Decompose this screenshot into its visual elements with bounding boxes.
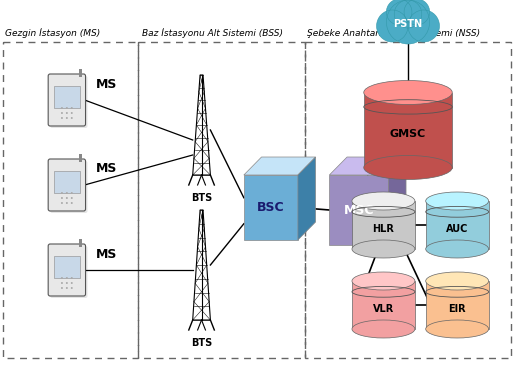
Bar bbox=[79, 239, 82, 247]
Bar bbox=[54, 256, 80, 277]
Polygon shape bbox=[425, 281, 488, 329]
Ellipse shape bbox=[425, 240, 488, 258]
Text: EIR: EIR bbox=[449, 304, 466, 314]
Circle shape bbox=[71, 197, 73, 199]
Polygon shape bbox=[364, 92, 452, 167]
Circle shape bbox=[386, 0, 430, 44]
FancyBboxPatch shape bbox=[48, 159, 85, 211]
Polygon shape bbox=[352, 201, 415, 249]
Polygon shape bbox=[298, 157, 315, 240]
Circle shape bbox=[66, 202, 68, 204]
Text: HLR: HLR bbox=[373, 224, 395, 234]
Circle shape bbox=[61, 282, 63, 284]
Circle shape bbox=[66, 287, 68, 289]
Bar bbox=[54, 171, 80, 193]
Circle shape bbox=[61, 107, 63, 109]
Text: MS: MS bbox=[96, 163, 118, 175]
Circle shape bbox=[71, 282, 73, 284]
FancyBboxPatch shape bbox=[50, 76, 88, 128]
Polygon shape bbox=[244, 175, 298, 240]
Bar bbox=[79, 69, 82, 77]
Text: MS: MS bbox=[96, 77, 118, 91]
Circle shape bbox=[71, 107, 73, 109]
Circle shape bbox=[394, 0, 422, 28]
Text: PSTN: PSTN bbox=[394, 19, 422, 29]
Circle shape bbox=[66, 117, 68, 119]
Polygon shape bbox=[330, 175, 388, 245]
Text: Gezgin İstasyon (MS): Gezgin İstasyon (MS) bbox=[5, 28, 100, 38]
Circle shape bbox=[71, 192, 73, 194]
Circle shape bbox=[66, 197, 68, 199]
Text: BSC: BSC bbox=[257, 201, 285, 214]
Circle shape bbox=[61, 277, 63, 279]
Ellipse shape bbox=[364, 80, 452, 105]
Ellipse shape bbox=[425, 192, 488, 210]
Ellipse shape bbox=[425, 272, 488, 290]
Circle shape bbox=[66, 282, 68, 284]
Circle shape bbox=[61, 112, 63, 114]
Circle shape bbox=[66, 192, 68, 194]
Ellipse shape bbox=[425, 320, 488, 338]
FancyBboxPatch shape bbox=[50, 161, 88, 213]
Text: MSC: MSC bbox=[344, 203, 374, 217]
Polygon shape bbox=[425, 201, 488, 249]
Circle shape bbox=[66, 277, 68, 279]
Text: BTS: BTS bbox=[191, 193, 212, 203]
Circle shape bbox=[71, 202, 73, 204]
Text: AUC: AUC bbox=[446, 224, 468, 234]
Ellipse shape bbox=[352, 192, 415, 210]
Circle shape bbox=[71, 117, 73, 119]
Circle shape bbox=[377, 10, 408, 42]
Ellipse shape bbox=[352, 272, 415, 290]
Polygon shape bbox=[352, 281, 415, 329]
Text: GMSC: GMSC bbox=[390, 129, 426, 139]
Polygon shape bbox=[330, 157, 406, 175]
Circle shape bbox=[66, 112, 68, 114]
Circle shape bbox=[61, 192, 63, 194]
FancyBboxPatch shape bbox=[48, 74, 85, 126]
Text: BTS: BTS bbox=[191, 338, 212, 348]
Circle shape bbox=[386, 0, 412, 25]
Bar bbox=[54, 86, 80, 108]
Polygon shape bbox=[244, 157, 315, 175]
Polygon shape bbox=[388, 157, 406, 245]
Circle shape bbox=[61, 117, 63, 119]
Circle shape bbox=[408, 10, 440, 42]
Text: Şebeke Anahtarlama Alt Sistemi (NSS): Şebeke Anahtarlama Alt Sistemi (NSS) bbox=[307, 29, 480, 38]
FancyBboxPatch shape bbox=[48, 244, 85, 296]
Circle shape bbox=[71, 277, 73, 279]
Circle shape bbox=[66, 107, 68, 109]
Circle shape bbox=[71, 287, 73, 289]
Circle shape bbox=[61, 197, 63, 199]
Bar bbox=[79, 154, 82, 162]
Text: MS: MS bbox=[96, 247, 118, 261]
Circle shape bbox=[61, 287, 63, 289]
Circle shape bbox=[404, 0, 430, 25]
Text: VLR: VLR bbox=[373, 304, 394, 314]
Circle shape bbox=[71, 112, 73, 114]
FancyBboxPatch shape bbox=[50, 246, 88, 298]
Circle shape bbox=[61, 202, 63, 204]
Ellipse shape bbox=[352, 320, 415, 338]
Text: Baz İstasyonu Alt Sistemi (BSS): Baz İstasyonu Alt Sistemi (BSS) bbox=[141, 28, 282, 38]
Ellipse shape bbox=[364, 156, 452, 179]
Ellipse shape bbox=[352, 240, 415, 258]
